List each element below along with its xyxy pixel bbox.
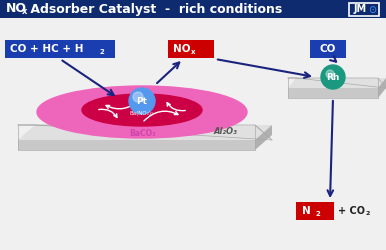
FancyBboxPatch shape — [296, 202, 334, 220]
Polygon shape — [378, 78, 386, 98]
Circle shape — [326, 70, 334, 78]
Polygon shape — [255, 125, 272, 150]
Text: NO: NO — [173, 44, 191, 54]
FancyBboxPatch shape — [310, 40, 346, 58]
FancyBboxPatch shape — [5, 40, 115, 58]
Polygon shape — [288, 88, 378, 98]
Circle shape — [321, 65, 345, 89]
Text: NO: NO — [6, 2, 27, 16]
Ellipse shape — [37, 86, 247, 138]
Text: N: N — [302, 206, 311, 216]
Polygon shape — [18, 140, 255, 150]
Text: x: x — [22, 7, 27, 16]
Text: 2: 2 — [315, 210, 320, 216]
Text: Adsorber Catalyst  -  rich conditions: Adsorber Catalyst - rich conditions — [26, 2, 282, 16]
Text: CO: CO — [320, 44, 336, 54]
FancyBboxPatch shape — [349, 3, 379, 16]
Circle shape — [133, 92, 143, 102]
Circle shape — [129, 88, 155, 114]
Polygon shape — [288, 78, 386, 88]
Text: + CO: + CO — [338, 206, 365, 216]
Text: Pt: Pt — [137, 96, 147, 106]
Text: BaCO₃: BaCO₃ — [129, 128, 155, 138]
Text: Rh: Rh — [326, 72, 340, 82]
Text: JM: JM — [354, 4, 367, 15]
Text: x: x — [191, 48, 195, 54]
Text: Ba(NO₃)₂: Ba(NO₃)₂ — [130, 112, 154, 116]
Text: ⊙: ⊙ — [368, 5, 376, 15]
Text: 2: 2 — [99, 48, 104, 54]
Text: Al₂O₃: Al₂O₃ — [213, 128, 237, 136]
Text: 2: 2 — [365, 211, 369, 216]
Polygon shape — [0, 0, 386, 18]
Text: CO + HC + H: CO + HC + H — [10, 44, 83, 54]
FancyBboxPatch shape — [168, 40, 214, 58]
Ellipse shape — [82, 94, 202, 126]
Polygon shape — [18, 125, 272, 140]
